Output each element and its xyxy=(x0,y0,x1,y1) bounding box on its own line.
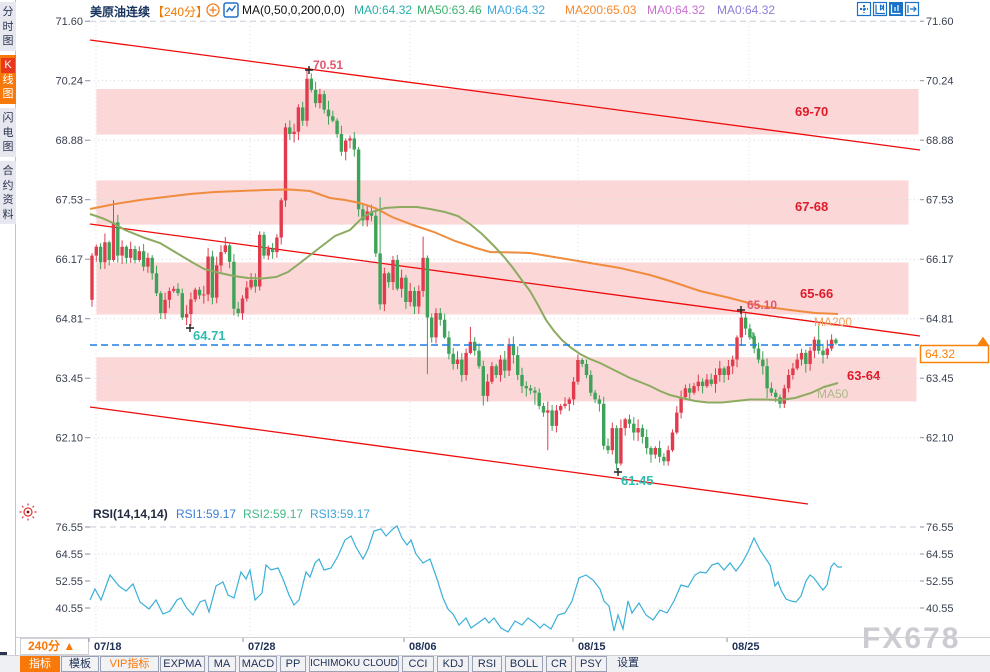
svg-text:52.55: 52.55 xyxy=(55,576,83,588)
svg-text:07/18: 07/18 xyxy=(94,641,122,653)
svg-text:RSI1:59.17: RSI1:59.17 xyxy=(176,507,236,521)
svg-text:76.55: 76.55 xyxy=(926,522,954,534)
svg-text:62.10: 62.10 xyxy=(55,433,83,445)
svg-text:70.24: 70.24 xyxy=(55,76,83,88)
svg-text:64.32: 64.32 xyxy=(925,347,955,361)
svg-text:70.51: 70.51 xyxy=(313,58,343,72)
svg-text:61.45: 61.45 xyxy=(621,473,654,488)
svg-text:69-70: 69-70 xyxy=(795,104,828,119)
svg-text:70.24: 70.24 xyxy=(926,76,954,88)
svg-text:64.81: 64.81 xyxy=(926,314,954,326)
svg-text:76.55: 76.55 xyxy=(55,522,83,534)
svg-text:08/06: 08/06 xyxy=(409,641,437,653)
svg-text:08/15: 08/15 xyxy=(578,641,606,653)
svg-text:65.10: 65.10 xyxy=(747,298,777,312)
svg-text:71.60: 71.60 xyxy=(55,16,83,28)
svg-text:68.88: 68.88 xyxy=(926,135,954,147)
svg-text:MA200: MA200 xyxy=(814,315,852,329)
svg-text:64.55: 64.55 xyxy=(55,549,83,561)
svg-text:52.55: 52.55 xyxy=(926,576,954,588)
svg-text:MA50: MA50 xyxy=(817,387,849,401)
svg-text:63.45: 63.45 xyxy=(926,373,954,385)
svg-text:07/28: 07/28 xyxy=(248,641,276,653)
svg-text:240分 ▲: 240分 ▲ xyxy=(28,638,75,653)
svg-text:40.55: 40.55 xyxy=(55,603,83,615)
svg-text:RSI2:59.17: RSI2:59.17 xyxy=(243,507,303,521)
svg-text:64.81: 64.81 xyxy=(55,314,83,326)
svg-text:67.53: 67.53 xyxy=(926,195,954,207)
svg-text:RSI(14,14,14): RSI(14,14,14) xyxy=(93,507,168,521)
svg-text:65-66: 65-66 xyxy=(800,286,833,301)
svg-text:67.53: 67.53 xyxy=(55,195,83,207)
svg-text:63.45: 63.45 xyxy=(55,373,83,385)
svg-text:66.17: 66.17 xyxy=(55,254,83,266)
svg-text:63-64: 63-64 xyxy=(847,368,881,383)
svg-text:64.55: 64.55 xyxy=(926,549,954,561)
svg-text:62.10: 62.10 xyxy=(926,433,954,445)
svg-text:67-68: 67-68 xyxy=(795,199,828,214)
svg-text:RSI3:59.17: RSI3:59.17 xyxy=(310,507,370,521)
svg-text:08/25: 08/25 xyxy=(732,641,760,653)
svg-text:40.55: 40.55 xyxy=(926,603,954,615)
svg-text:64.71: 64.71 xyxy=(193,328,226,343)
svg-text:66.17: 66.17 xyxy=(926,254,954,266)
svg-text:71.60: 71.60 xyxy=(926,16,954,28)
svg-text:68.88: 68.88 xyxy=(55,135,83,147)
